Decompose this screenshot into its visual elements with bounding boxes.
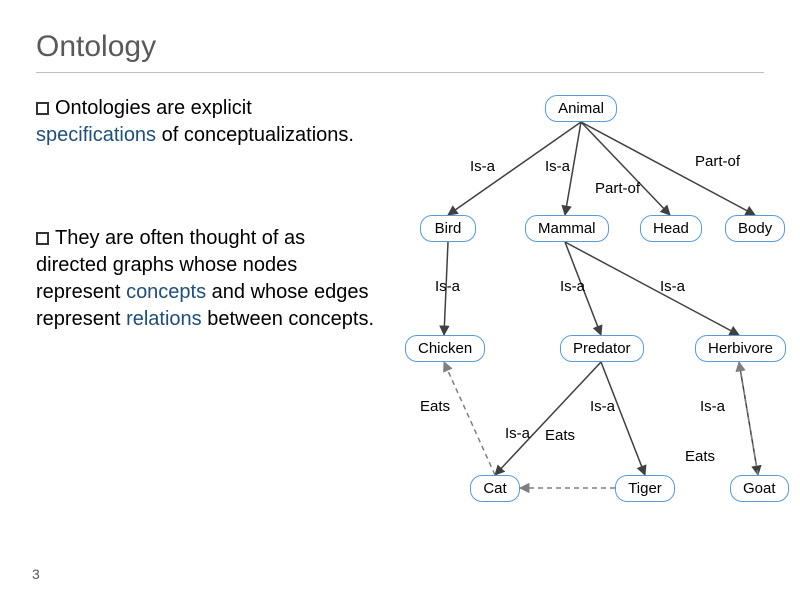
bullet-1-prefix: Ontologies are explicit xyxy=(55,97,252,119)
edge-label: Part-of xyxy=(595,180,640,197)
edge-label-eats: Eats xyxy=(545,427,575,444)
node-predator: Predator xyxy=(560,335,644,362)
edge-label: Is-a xyxy=(435,278,460,295)
slide-title: Ontology xyxy=(36,30,156,64)
bullet-marker-icon xyxy=(36,232,49,245)
edge-label: Is-a xyxy=(590,398,615,415)
bullet-marker-icon xyxy=(36,102,49,115)
edge-label: Is-a xyxy=(660,278,685,295)
node-tiger: Tiger xyxy=(615,475,675,502)
bullet-1-keyword: specifications xyxy=(36,124,156,146)
edge-label: Part-of xyxy=(695,153,740,170)
node-head: Head xyxy=(640,215,702,242)
bullet-2-keyword2: relations xyxy=(126,308,202,330)
node-cat: Cat xyxy=(470,475,520,502)
node-chicken: Chicken xyxy=(405,335,485,362)
bullet-2: They are often thought of as directed gr… xyxy=(36,225,376,333)
edge-label-eats: Eats xyxy=(420,398,450,415)
edge-label: Is-a xyxy=(545,158,570,175)
node-goat: Goat xyxy=(730,475,789,502)
node-mammal: Mammal xyxy=(525,215,609,242)
bullet-1: Ontologies are explicit specifications o… xyxy=(36,95,376,149)
node-bird: Bird xyxy=(420,215,476,242)
slide-number: 3 xyxy=(32,566,40,582)
edge-label-eats: Eats xyxy=(685,448,715,465)
bullet-2-keyword1: concepts xyxy=(126,281,206,303)
bullet-2-suffix: between concepts. xyxy=(202,308,374,330)
node-body: Body xyxy=(725,215,785,242)
edge-label: Is-a xyxy=(470,158,495,175)
node-animal: Animal xyxy=(545,95,617,122)
title-underline xyxy=(36,72,764,73)
edge-label: Is-a xyxy=(700,398,725,415)
node-herbivore: Herbivore xyxy=(695,335,786,362)
edge-label: Is-a xyxy=(505,425,530,442)
bullet-1-suffix: of conceptualizations. xyxy=(156,124,354,146)
edge-label: Is-a xyxy=(560,278,585,295)
